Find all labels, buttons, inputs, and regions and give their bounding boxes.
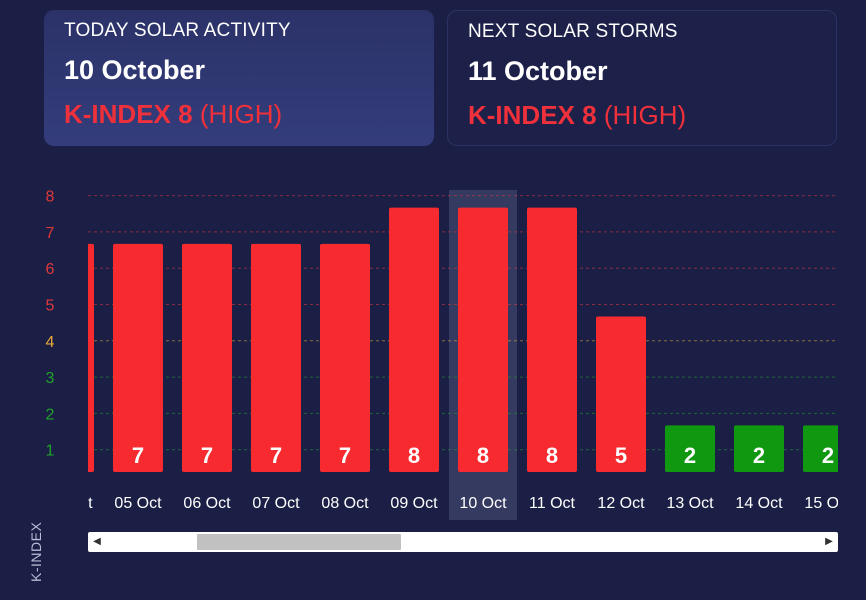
bar-value-label: 8 bbox=[546, 443, 558, 468]
y-tick-label-8: 8 bbox=[46, 189, 55, 206]
bar-value-label: 2 bbox=[753, 443, 765, 468]
chart-scrollbar[interactable]: ◀ ▶ bbox=[88, 532, 838, 552]
arrow-right-icon[interactable]: ▶ bbox=[825, 536, 833, 547]
bar-09-oct[interactable] bbox=[389, 207, 439, 472]
x-tick-label: 07 Oct bbox=[252, 495, 300, 512]
bar-value-label: 7 bbox=[201, 443, 213, 468]
bar-value-label: 7 bbox=[339, 443, 351, 468]
x-tick-label: 05 Oct bbox=[114, 495, 162, 512]
bar-14-oct[interactable] bbox=[734, 425, 784, 472]
y-tick-label-4: 4 bbox=[46, 334, 55, 351]
bar-12-oct[interactable] bbox=[596, 316, 646, 473]
today-k-level: (HIGH) bbox=[199, 99, 283, 129]
today-activity-card: TODAY SOLAR ACTIVITY 10 October K-INDEX … bbox=[44, 10, 434, 146]
x-tick-label: 04 Oct bbox=[45, 495, 93, 512]
bar-15-oct[interactable] bbox=[803, 425, 853, 472]
scroll-thumb[interactable] bbox=[197, 534, 401, 550]
bar-08-oct[interactable] bbox=[320, 243, 370, 472]
today-k-index: K-INDEX 8 (HIGH) bbox=[64, 99, 414, 130]
bars-group: 7 7 7 7 7 8 8 8 5 2 2 2 bbox=[44, 207, 853, 473]
arrow-left-icon[interactable]: ◀ bbox=[93, 536, 101, 547]
next-k-level: (HIGH) bbox=[603, 100, 687, 130]
bar-value-label: 2 bbox=[684, 443, 696, 468]
next-k-value: K-INDEX 8 bbox=[468, 100, 597, 130]
next-caption: NEXT SOLAR STORMS bbox=[468, 21, 678, 42]
x-tick-label: 09 Oct bbox=[390, 495, 438, 512]
y-tick-label-7: 7 bbox=[46, 225, 55, 242]
bar-value-label: 2 bbox=[822, 443, 834, 468]
today-caption: TODAY SOLAR ACTIVITY bbox=[64, 20, 291, 41]
bar-07-oct[interactable] bbox=[251, 243, 301, 472]
next-storms-card: NEXT SOLAR STORMS 11 October K-INDEX 8 (… bbox=[447, 10, 837, 146]
bar-10-oct[interactable] bbox=[458, 207, 508, 472]
x-tick-label: 08 Oct bbox=[321, 495, 369, 512]
y-tick-label-2: 2 bbox=[46, 406, 55, 423]
y-axis-title: K-INDEX bbox=[28, 521, 44, 582]
today-date: 10 October bbox=[64, 55, 206, 85]
bar-06-oct[interactable] bbox=[182, 243, 232, 472]
today-k-value: K-INDEX 8 bbox=[64, 99, 193, 129]
bar-13-oct[interactable] bbox=[665, 425, 715, 472]
bar-value-label: 7 bbox=[63, 443, 75, 468]
bar-05-oct[interactable] bbox=[113, 243, 163, 472]
x-tick-label: 06 Oct bbox=[183, 495, 231, 512]
bar-11-oct[interactable] bbox=[527, 207, 577, 472]
x-tick-label: 13 Oct bbox=[666, 495, 714, 512]
bar-value-label: 7 bbox=[270, 443, 282, 468]
x-axis-labels: 04 Oct 05 Oct 06 Oct 07 Oct 08 Oct 09 Oct 10 O… bbox=[45, 495, 852, 512]
y-tick-label-3: 3 bbox=[46, 370, 55, 387]
x-tick-label: 11 Oct bbox=[529, 495, 576, 512]
next-date: 11 October bbox=[468, 56, 608, 86]
x-tick-label: 12 Oct bbox=[597, 495, 645, 512]
y-tick-label-6: 6 bbox=[46, 261, 55, 278]
x-tick-label: 15 Oct bbox=[804, 495, 852, 512]
x-tick-label: 14 Oct bbox=[735, 495, 783, 512]
bar-04-oct[interactable] bbox=[44, 243, 94, 472]
x-tick-label: 10 Oct bbox=[459, 495, 507, 512]
y-tick-label-1: 1 bbox=[46, 443, 55, 460]
bar-value-label: 8 bbox=[408, 443, 420, 468]
bar-value-label: 5 bbox=[615, 443, 627, 468]
bar-value-label: 7 bbox=[132, 443, 144, 468]
bar-value-label: 8 bbox=[477, 443, 489, 468]
next-k-index: K-INDEX 8 (HIGH) bbox=[468, 100, 816, 131]
y-tick-label-5: 5 bbox=[46, 298, 55, 315]
